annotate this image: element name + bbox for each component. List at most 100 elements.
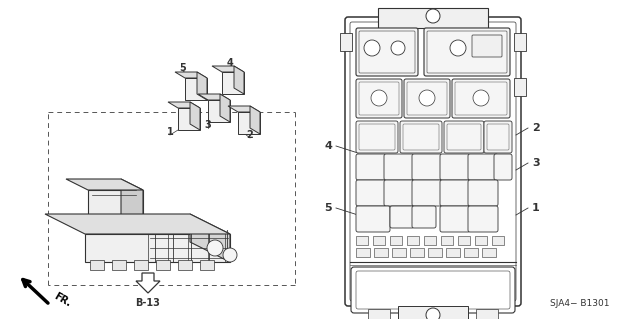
Polygon shape <box>168 102 200 108</box>
Text: 1: 1 <box>532 203 540 213</box>
FancyBboxPatch shape <box>452 79 510 118</box>
Bar <box>340 33 352 51</box>
Polygon shape <box>136 273 160 293</box>
Polygon shape <box>250 106 260 134</box>
Polygon shape <box>208 100 230 122</box>
FancyBboxPatch shape <box>384 154 414 180</box>
Bar <box>446 248 460 257</box>
Polygon shape <box>185 78 207 100</box>
Polygon shape <box>190 102 200 130</box>
FancyBboxPatch shape <box>412 180 442 206</box>
FancyBboxPatch shape <box>356 79 402 118</box>
Bar <box>356 248 370 257</box>
Circle shape <box>207 240 223 256</box>
Polygon shape <box>222 72 244 94</box>
Polygon shape <box>175 72 207 78</box>
Circle shape <box>223 248 237 262</box>
Circle shape <box>426 9 440 23</box>
FancyBboxPatch shape <box>345 17 521 306</box>
Circle shape <box>391 41 405 55</box>
Bar <box>200 260 214 270</box>
Bar <box>112 260 126 270</box>
FancyBboxPatch shape <box>472 35 502 57</box>
FancyBboxPatch shape <box>440 206 470 232</box>
Circle shape <box>419 90 435 106</box>
Bar <box>390 236 402 245</box>
Polygon shape <box>238 112 260 134</box>
Polygon shape <box>212 66 244 72</box>
Bar <box>178 260 192 270</box>
Text: 1: 1 <box>166 127 173 137</box>
Bar <box>475 236 487 245</box>
Text: 2: 2 <box>246 130 253 140</box>
Circle shape <box>426 308 440 319</box>
Polygon shape <box>220 94 230 122</box>
FancyBboxPatch shape <box>484 121 512 153</box>
Bar <box>398 306 468 319</box>
Bar <box>464 248 478 257</box>
Polygon shape <box>228 106 260 112</box>
Text: 3: 3 <box>532 158 540 168</box>
Text: FR.: FR. <box>52 291 72 309</box>
Bar <box>458 236 470 245</box>
FancyBboxPatch shape <box>351 267 515 313</box>
Bar <box>514 78 526 96</box>
FancyBboxPatch shape <box>356 28 418 76</box>
Bar <box>410 248 424 257</box>
Bar <box>156 260 170 270</box>
Polygon shape <box>121 179 143 228</box>
Circle shape <box>473 90 489 106</box>
FancyBboxPatch shape <box>440 180 470 206</box>
Text: 4: 4 <box>324 141 332 151</box>
FancyBboxPatch shape <box>384 180 414 206</box>
FancyBboxPatch shape <box>424 28 510 76</box>
Bar <box>492 236 504 245</box>
Bar <box>476 309 498 319</box>
Bar <box>356 236 368 245</box>
Bar <box>134 260 148 270</box>
FancyBboxPatch shape <box>412 206 436 228</box>
Bar <box>378 8 488 28</box>
Bar <box>373 236 385 245</box>
Bar <box>441 236 453 245</box>
Text: SJA4− B1301: SJA4− B1301 <box>550 299 610 308</box>
FancyBboxPatch shape <box>444 121 484 153</box>
FancyBboxPatch shape <box>400 121 442 153</box>
Polygon shape <box>234 66 244 94</box>
Text: 5: 5 <box>324 203 332 213</box>
FancyBboxPatch shape <box>390 206 414 228</box>
FancyBboxPatch shape <box>404 79 450 118</box>
Circle shape <box>371 90 387 106</box>
Bar <box>368 309 390 319</box>
Bar <box>424 236 436 245</box>
Bar <box>428 248 442 257</box>
Text: 4: 4 <box>227 58 234 68</box>
FancyBboxPatch shape <box>468 154 498 180</box>
FancyBboxPatch shape <box>356 180 386 206</box>
Polygon shape <box>45 214 230 234</box>
Bar <box>482 248 496 257</box>
Polygon shape <box>198 94 230 100</box>
FancyBboxPatch shape <box>468 206 498 232</box>
Bar <box>90 260 104 270</box>
Circle shape <box>481 44 493 56</box>
Polygon shape <box>178 108 200 130</box>
FancyBboxPatch shape <box>440 154 470 180</box>
Bar <box>514 33 526 51</box>
Bar <box>374 248 388 257</box>
Polygon shape <box>190 214 230 262</box>
Polygon shape <box>88 190 143 228</box>
Text: 3: 3 <box>205 120 211 130</box>
Text: 2: 2 <box>532 123 540 133</box>
Text: 5: 5 <box>180 63 186 73</box>
Circle shape <box>450 40 466 56</box>
FancyBboxPatch shape <box>356 121 398 153</box>
Circle shape <box>364 40 380 56</box>
FancyBboxPatch shape <box>468 180 498 206</box>
Polygon shape <box>197 72 207 100</box>
FancyBboxPatch shape <box>356 206 390 232</box>
Bar <box>392 248 406 257</box>
Polygon shape <box>85 234 230 262</box>
Text: B-13: B-13 <box>136 298 161 308</box>
FancyBboxPatch shape <box>412 154 442 180</box>
